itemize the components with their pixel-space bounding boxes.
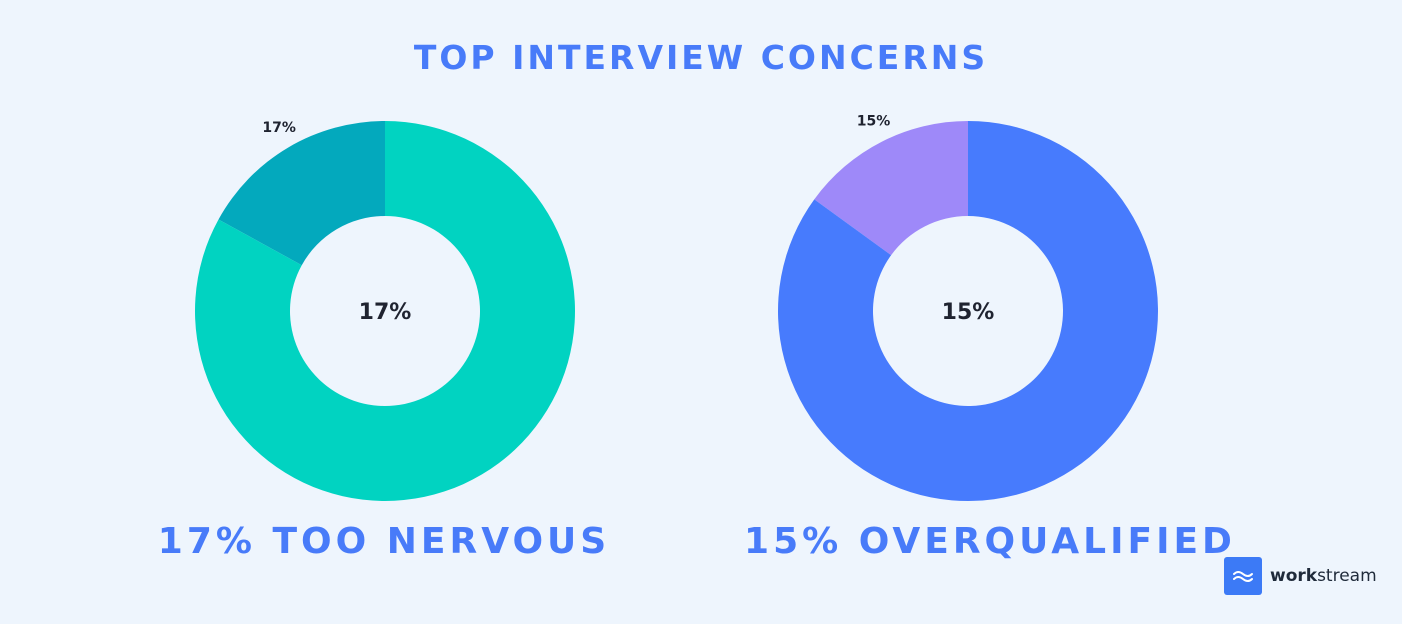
workstream-logo: workstream bbox=[1224, 557, 1377, 595]
brand-name: workstream bbox=[1270, 566, 1377, 586]
donut-0-slice-label: 17% bbox=[262, 120, 296, 136]
donut-0-slice-1 bbox=[194, 121, 575, 501]
wave-icon bbox=[1224, 557, 1262, 595]
donut-1-slice-label: 15% bbox=[857, 114, 891, 130]
brand-name-bold: work bbox=[1270, 566, 1318, 586]
brand-name-rest: stream bbox=[1317, 566, 1377, 586]
caption-too-nervous: 17% TOO NERVOUS bbox=[157, 521, 611, 562]
donut-1-center-label: 15% bbox=[942, 300, 995, 325]
donut-0-center-label: 17% bbox=[359, 300, 412, 325]
donut-1-slice-0 bbox=[814, 121, 968, 256]
donut-1-slice-1 bbox=[778, 121, 1158, 501]
caption-overqualified: 15% OVERQUALIFIED bbox=[744, 521, 1236, 562]
donut-0-slice-0 bbox=[218, 121, 385, 266]
chart-title: TOP INTERVIEW CONCERNS bbox=[413, 38, 989, 77]
